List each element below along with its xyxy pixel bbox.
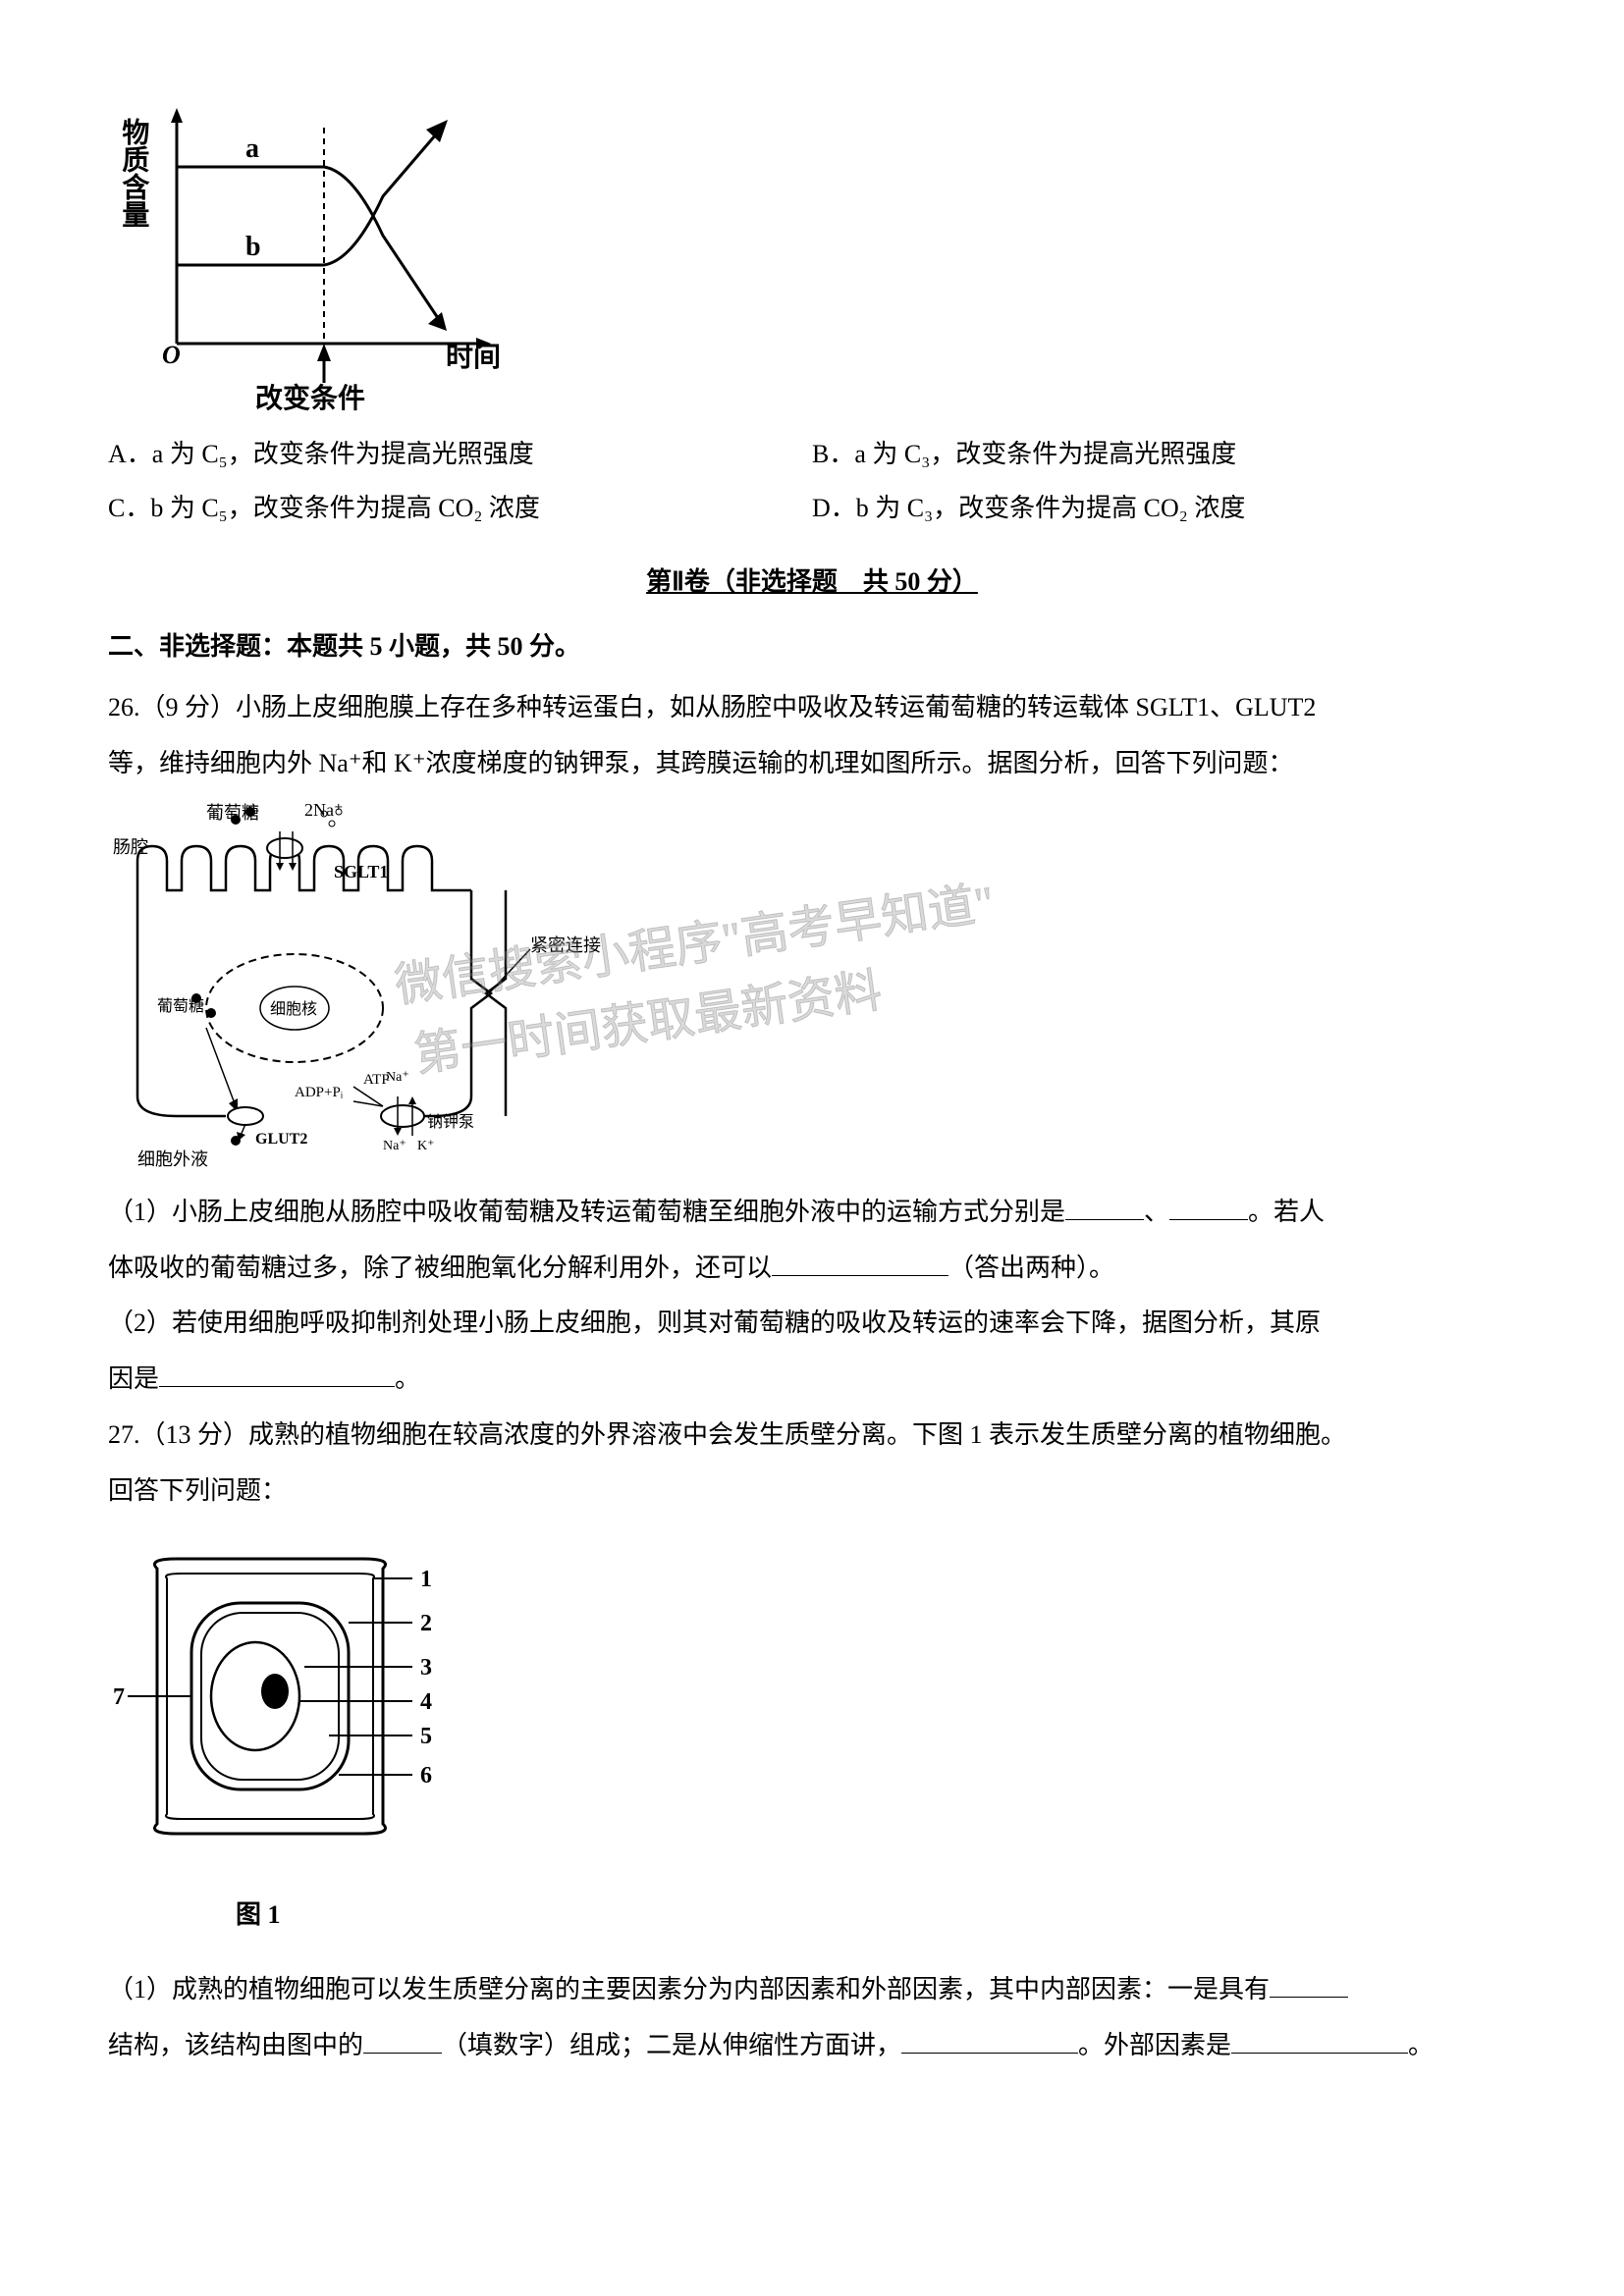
q26-sub1-c: 。若人: [1248, 1198, 1325, 1226]
q26-sub1: （1）小肠上皮细胞从肠腔中吸收葡萄糖及转运葡萄糖至细胞外液中的运输方式分别是 、 。…: [108, 1190, 1516, 1236]
label-jinmi: 紧密连接: [530, 930, 601, 961]
svg-text:2: 2: [420, 1611, 432, 1636]
blank[interactable]: [1231, 2030, 1408, 2054]
q26-sub2-b: 因是: [108, 1364, 159, 1393]
q27-sub1-line1: （1）成熟的植物细胞可以发生质壁分离的主要因素分为内部因素和外部因素，其中内部因…: [108, 1967, 1516, 2013]
x-axis-label: 时间: [446, 334, 501, 383]
q27-sub1-e: 。: [1408, 2031, 1434, 2059]
q26-sub1-line2: 体吸收的葡萄糖过多，除了被细胞氧化分解利用外，还可以 （答出两种）。: [108, 1246, 1516, 1292]
svg-text:1: 1: [420, 1567, 432, 1592]
svg-text:4: 4: [420, 1689, 432, 1715]
blank[interactable]: [772, 1253, 948, 1276]
label-adp: ADP+Pᵢ: [295, 1080, 343, 1106]
photosynthesis-graph: a b O 物质含量 时间 改变条件: [108, 98, 520, 412]
subsection-title: 二、非选择题：本题共 5 小题，共 50 分。: [108, 624, 1516, 670]
q26-sub2-c: 。: [395, 1364, 420, 1393]
q27-sub1-d: 。外部因素是: [1078, 2031, 1231, 2059]
q26-sub2-line1: （2）若使用细胞呼吸抑制剂处理小肠上皮细胞，则其对葡萄糖的吸收及转运的速率会下降…: [108, 1301, 1516, 1347]
blank[interactable]: [1065, 1197, 1144, 1220]
q27-intro-2: 回答下列问题：: [108, 1468, 1516, 1515]
blank[interactable]: [1270, 1974, 1348, 1998]
q26-sub1-a: （1）小肠上皮细胞从肠腔中吸收葡萄糖及转运葡萄糖至细胞外液中的运输方式分别是: [108, 1198, 1065, 1226]
origin-label: O: [162, 341, 181, 369]
blank[interactable]: [363, 2030, 442, 2054]
option-b: B．a 为 C₃，改变条件为提高光照强度: [812, 432, 1516, 478]
q27-intro-1: 27.（13 分）成熟的植物细胞在较高浓度的外界溶液中会发生质壁分离。下图 1 …: [108, 1413, 1516, 1459]
q27-sub1-c: （填数字）组成；二是从伸缩性方面讲，: [442, 2031, 901, 2059]
q26-sub2-line2: 因是 。: [108, 1357, 1516, 1403]
option-a: A．a 为 C₅，改变条件为提高光照强度: [108, 432, 812, 478]
y-axis-label: 物质含量: [108, 118, 157, 228]
q26-intro-1: 26.（9 分）小肠上皮细胞膜上存在多种转运蛋白，如从肠腔中吸收及转运葡萄糖的转…: [108, 685, 1516, 731]
label-changqiang: 肠腔: [113, 831, 148, 863]
label-glut2: GLUT2: [255, 1126, 307, 1154]
svg-text:7: 7: [113, 1684, 125, 1710]
condition-label: 改变条件: [255, 375, 365, 424]
blank[interactable]: [1169, 1197, 1248, 1220]
label-xibaowaiye: 细胞外液: [137, 1144, 208, 1175]
label-xibaohe: 细胞核: [270, 996, 317, 1025]
label-putaotang-in: 葡萄糖: [157, 993, 204, 1022]
q27-sub1-b: 结构，该结构由图中的: [108, 2031, 363, 2059]
label-sglt1: SGLT1: [334, 856, 388, 887]
label-a: a: [245, 133, 259, 164]
intestinal-cell-diagram: 肠腔 葡萄糖 2Na⁺ SGLT1 紧密连接 细胞核 葡萄糖 ADP+Pᵢ AT…: [108, 802, 638, 1175]
q26-sub1-e: （答出两种）。: [948, 1254, 1114, 1282]
svg-text:5: 5: [420, 1724, 432, 1749]
label-na-out: Na⁺: [383, 1134, 406, 1158]
label-putaotang-top: 葡萄糖: [206, 797, 259, 828]
section-2-title: 第Ⅱ卷（非选择题 共 50 分）: [108, 560, 1516, 606]
q27-sub1-line2: 结构，该结构由图中的 （填数字）组成；二是从伸缩性方面讲， 。外部因素是 。: [108, 2023, 1516, 2069]
blank[interactable]: [159, 1363, 395, 1387]
label-na: Na⁺: [386, 1065, 409, 1090]
label-na2: 2Na⁺: [304, 794, 344, 826]
q26-intro-2: 等，维持细胞内外 Na⁺和 K⁺浓度梯度的钠钾泵，其跨膜运输的机理如图所示。据图…: [108, 741, 1516, 787]
answer-options: A．a 为 C₅，改变条件为提高光照强度 B．a 为 C₃，改变条件为提高光照强…: [108, 432, 1516, 540]
option-d: D．b 为 C₃，改变条件为提高 CO₂ 浓度: [812, 486, 1516, 532]
q26-sub1-d: 体吸收的葡萄糖过多，除了被细胞氧化分解利用外，还可以: [108, 1254, 772, 1282]
option-c: C．b 为 C₅，改变条件为提高 CO₂ 浓度: [108, 486, 812, 532]
blank[interactable]: [901, 2030, 1078, 2054]
label-nakpump: 钠钾泵: [427, 1109, 474, 1138]
svg-text:3: 3: [420, 1655, 432, 1681]
q27-sub1-a: （1）成熟的植物细胞可以发生质壁分离的主要因素分为内部因素和外部因素，其中内部因…: [108, 1975, 1270, 2003]
q26-sub1-b: 、: [1144, 1198, 1169, 1226]
plasmolysis-cell-diagram: 1 2 3 4 5 6 7: [108, 1529, 481, 1883]
fig1-label: 图 1: [236, 1893, 1516, 1939]
svg-text:6: 6: [420, 1763, 432, 1789]
label-b: b: [245, 232, 261, 262]
